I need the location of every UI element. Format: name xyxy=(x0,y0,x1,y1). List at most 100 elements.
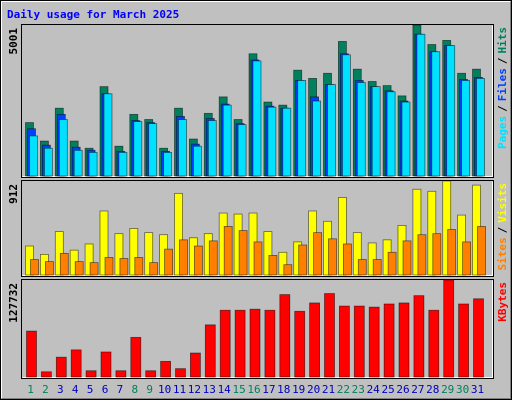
x-tick-label: 4 xyxy=(72,383,79,396)
bar xyxy=(149,262,159,276)
panel-bevel xyxy=(22,280,493,378)
bar xyxy=(133,121,143,177)
x-tick-label: 28 xyxy=(426,383,439,396)
bar xyxy=(253,241,263,276)
x-tick-label: 16 xyxy=(247,383,260,396)
legend: Sites / Visits xyxy=(496,183,509,271)
bar xyxy=(338,305,350,378)
x-tick-label: 27 xyxy=(411,383,424,396)
bar xyxy=(413,295,425,378)
bar xyxy=(144,232,154,276)
bar xyxy=(477,226,486,276)
bar xyxy=(160,360,172,378)
bar xyxy=(297,80,307,177)
bar xyxy=(179,239,188,276)
bar xyxy=(446,45,456,177)
bar xyxy=(223,226,233,276)
x-tick-label: 24 xyxy=(367,383,381,396)
bar xyxy=(252,60,262,177)
bar xyxy=(337,197,347,276)
x-tick-label: 2 xyxy=(42,383,49,396)
bar xyxy=(70,349,82,378)
bar xyxy=(118,151,128,177)
x-tick-label: 3 xyxy=(57,383,64,396)
legend: KBytes xyxy=(496,282,509,322)
panel-bevel xyxy=(22,25,493,177)
legend: Pages / Files / Hits xyxy=(496,27,509,149)
bar xyxy=(371,86,381,177)
bar xyxy=(26,330,37,378)
bar xyxy=(89,262,99,276)
y-tick-label: 912 xyxy=(7,184,20,204)
bar xyxy=(357,259,367,276)
bar xyxy=(341,54,351,177)
bar xyxy=(103,93,113,177)
bar xyxy=(163,151,173,177)
x-tick-label: 7 xyxy=(117,383,124,396)
x-tick-label: 8 xyxy=(131,383,138,396)
bar xyxy=(268,255,278,276)
x-tick-label: 19 xyxy=(292,383,305,396)
x-tick-label: 23 xyxy=(352,383,365,396)
bar xyxy=(115,370,127,378)
bar xyxy=(428,309,440,378)
bar xyxy=(443,279,455,378)
x-tick-label: 29 xyxy=(441,383,454,396)
panel-bevel xyxy=(22,181,493,276)
bar xyxy=(100,351,112,378)
x-tick-label: 13 xyxy=(203,383,216,396)
x-tick-label: 6 xyxy=(102,383,109,396)
x-tick-label: 15 xyxy=(232,383,245,396)
bar xyxy=(238,230,248,276)
bar xyxy=(473,298,484,378)
bar xyxy=(84,243,94,276)
legend-entry: Sites xyxy=(496,237,509,270)
x-tick-label: 26 xyxy=(396,383,409,396)
bar xyxy=(416,33,426,177)
bar xyxy=(427,190,437,276)
bar xyxy=(219,309,231,378)
bar xyxy=(119,258,129,276)
bar xyxy=(29,135,38,177)
bar xyxy=(58,119,68,177)
bar xyxy=(353,305,365,378)
x-tick-label: 20 xyxy=(307,383,320,396)
bar xyxy=(312,100,322,177)
bar xyxy=(372,259,382,276)
bar xyxy=(328,238,337,276)
bar xyxy=(30,259,39,276)
x-tick-label: 11 xyxy=(173,383,186,396)
bar xyxy=(324,293,335,378)
legend-entry: Visits xyxy=(496,183,509,223)
bar xyxy=(249,308,261,378)
legend-separator: / xyxy=(496,57,509,64)
x-tick-label: 12 xyxy=(188,383,201,396)
legend-separator: / xyxy=(496,226,509,233)
bar xyxy=(352,232,362,276)
bar xyxy=(412,188,422,276)
bar xyxy=(398,302,410,378)
bar xyxy=(178,119,187,177)
bar xyxy=(204,324,216,378)
bar xyxy=(309,302,321,378)
bar xyxy=(442,180,452,276)
legend-entry: Hits xyxy=(496,27,509,54)
bar xyxy=(59,252,69,276)
bar xyxy=(164,248,174,276)
bar xyxy=(207,120,217,177)
x-tick-label: 30 xyxy=(456,383,469,396)
bar xyxy=(267,106,277,177)
bar xyxy=(99,210,109,276)
bar xyxy=(263,231,273,276)
bar xyxy=(278,251,288,276)
bar xyxy=(461,80,471,177)
bar xyxy=(447,229,457,276)
legend-entry: KBytes xyxy=(496,282,509,322)
bar xyxy=(383,303,395,378)
bar xyxy=(417,234,427,276)
x-tick-label: 9 xyxy=(146,383,153,396)
bar xyxy=(145,370,157,378)
bar xyxy=(279,294,291,378)
legend-entry: Files xyxy=(496,68,509,101)
